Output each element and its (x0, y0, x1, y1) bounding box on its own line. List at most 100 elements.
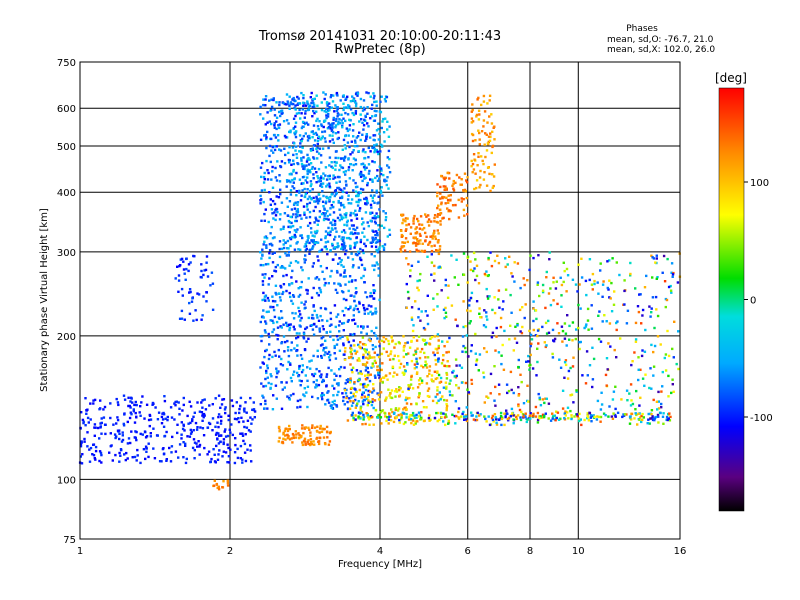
data-point (330, 129, 334, 132)
data-point (326, 115, 330, 118)
data-point (275, 367, 278, 370)
data-point (532, 307, 535, 310)
data-point (591, 378, 595, 381)
data-point (419, 272, 422, 276)
data-point (529, 254, 532, 257)
data-point (352, 212, 355, 215)
data-point (333, 219, 337, 223)
data-point (433, 229, 436, 233)
data-point (488, 295, 491, 298)
data-point (278, 174, 281, 177)
data-point (482, 178, 486, 181)
data-point (283, 429, 287, 433)
data-point (656, 276, 659, 279)
data-point (475, 115, 478, 118)
data-point (317, 259, 320, 262)
data-point (352, 163, 355, 167)
data-point (489, 132, 492, 135)
data-point (340, 166, 343, 169)
data-point (211, 417, 215, 420)
data-point (445, 365, 448, 368)
data-point (374, 408, 378, 412)
data-point (266, 178, 270, 181)
chart-subtitle: RwPretec (8p) (334, 42, 425, 57)
data-point (588, 364, 592, 367)
data-point (265, 246, 268, 249)
data-point (510, 388, 513, 392)
data-point (127, 404, 130, 408)
data-point (291, 178, 294, 182)
data-point (457, 386, 460, 390)
data-point (350, 353, 353, 356)
data-point (495, 335, 498, 338)
data-point (418, 356, 422, 360)
data-point (343, 187, 346, 190)
data-point (115, 397, 118, 401)
data-point (586, 414, 589, 417)
data-point (505, 409, 508, 412)
data-point (616, 411, 620, 414)
data-point (335, 109, 339, 113)
data-point (321, 378, 325, 382)
data-point (631, 402, 635, 406)
data-point (83, 437, 86, 441)
data-point (633, 417, 636, 420)
data-point (205, 300, 208, 303)
data-point (449, 379, 452, 382)
data-point (630, 363, 633, 367)
data-point (371, 178, 374, 181)
data-point (173, 418, 176, 421)
data-point (360, 263, 364, 267)
data-point (272, 98, 275, 102)
x-tick-label: 4 (377, 546, 383, 557)
data-point (359, 138, 362, 142)
data-point (346, 113, 350, 116)
data-point (330, 221, 333, 224)
data-point (300, 280, 303, 284)
colorbar-label: [deg] (715, 71, 747, 85)
data-point (339, 273, 342, 276)
data-point (420, 347, 424, 351)
data-point (325, 384, 328, 387)
data-point (324, 245, 327, 248)
data-point (298, 108, 301, 112)
data-point (463, 172, 467, 175)
data-point (502, 300, 505, 303)
data-point (309, 96, 312, 99)
data-point (234, 437, 237, 440)
data-point (500, 423, 503, 427)
data-point (325, 185, 328, 188)
data-point (253, 416, 256, 419)
data-point (643, 350, 647, 353)
data-point (305, 164, 308, 167)
data-point (278, 180, 282, 183)
data-point (299, 319, 302, 322)
data-point (166, 415, 169, 419)
data-point (382, 336, 385, 339)
data-point (325, 217, 328, 221)
data-point (303, 165, 306, 168)
data-point (319, 291, 323, 294)
data-point (576, 413, 579, 416)
data-point (317, 294, 320, 297)
data-point (331, 134, 334, 137)
data-point (360, 173, 363, 176)
data-point (192, 415, 195, 418)
data-point (297, 102, 300, 105)
data-point (332, 200, 335, 204)
data-point (316, 199, 319, 202)
data-point (384, 100, 387, 103)
data-point (376, 239, 380, 242)
data-point (439, 223, 442, 226)
data-point (547, 292, 551, 295)
data-point (308, 158, 311, 161)
data-point (561, 340, 564, 343)
data-point (641, 377, 645, 380)
data-point (283, 386, 286, 389)
data-point (327, 112, 330, 116)
data-point (381, 145, 384, 148)
data-point (206, 453, 209, 456)
data-point (292, 213, 295, 216)
data-point (358, 252, 361, 255)
data-point (355, 369, 359, 372)
